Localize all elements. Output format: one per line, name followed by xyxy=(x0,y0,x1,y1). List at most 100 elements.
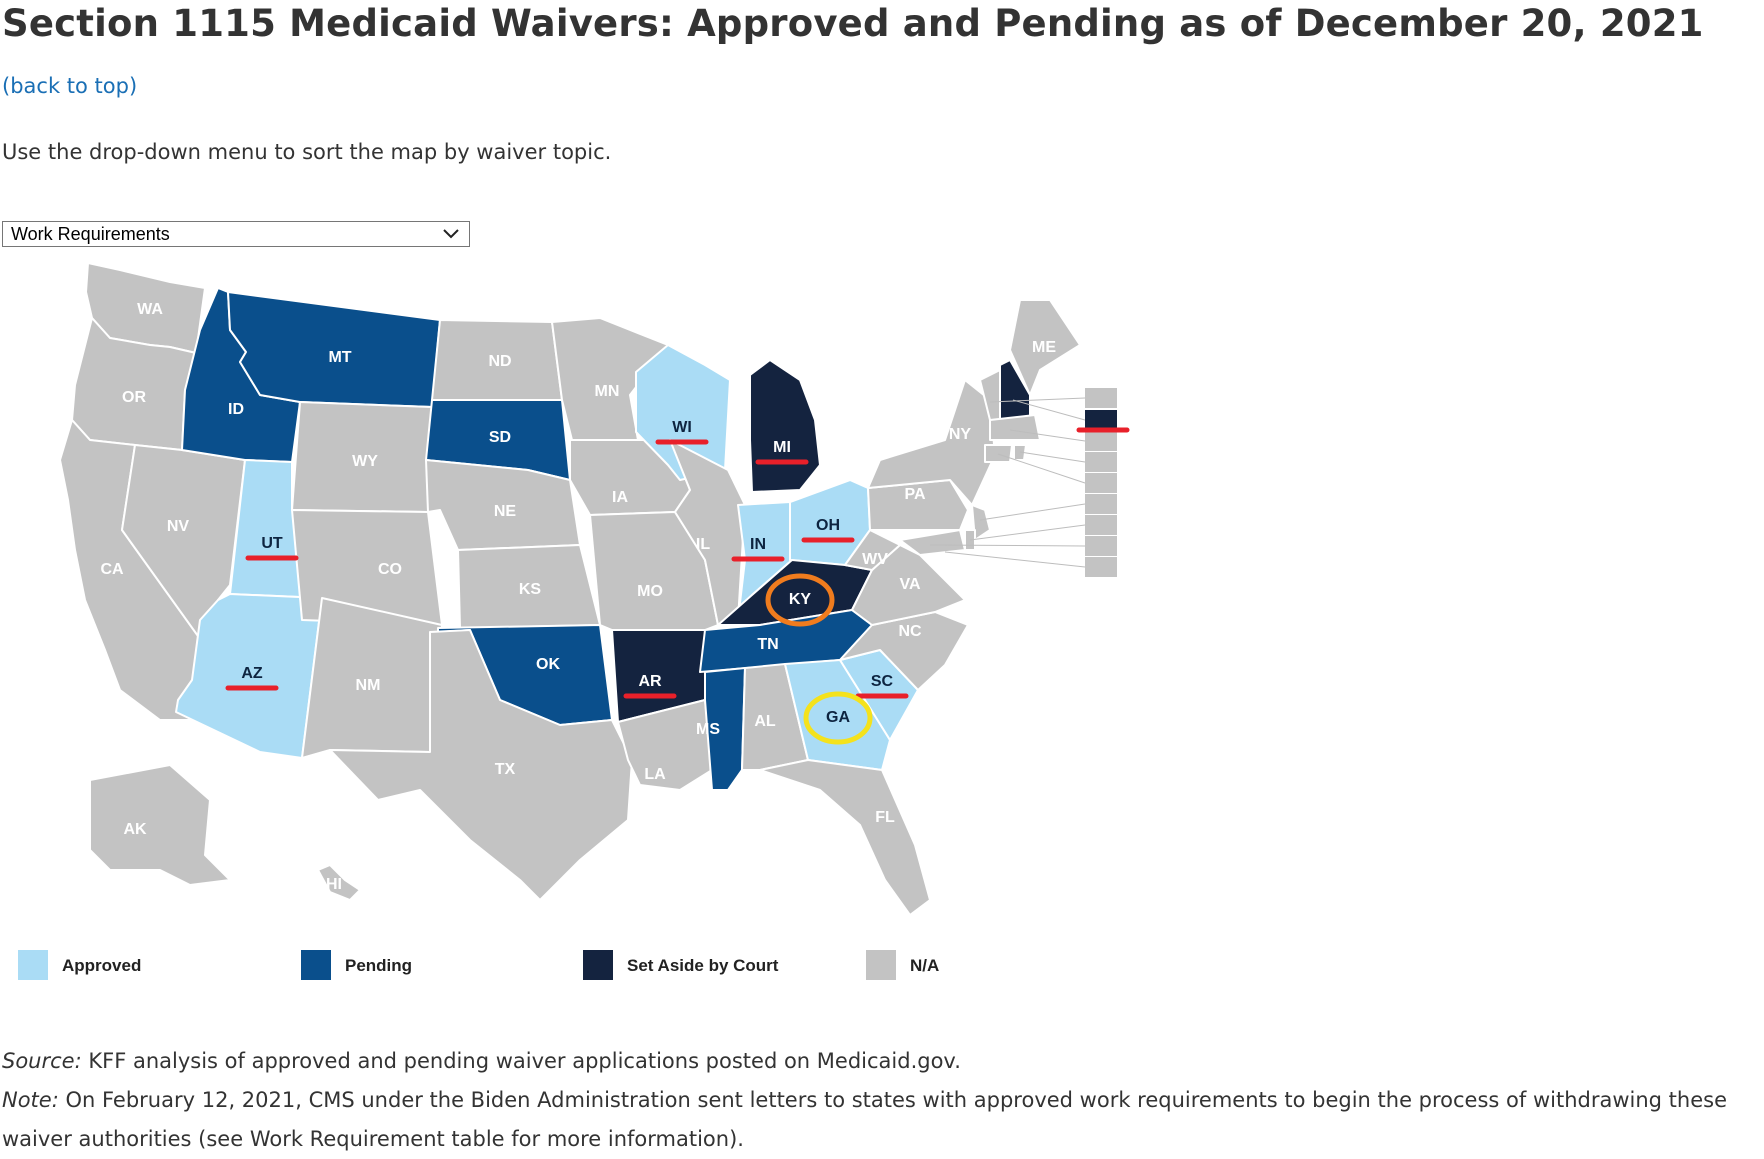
state-label-ca: CA xyxy=(100,561,124,578)
legend-label-na: N/A xyxy=(910,956,940,975)
state-label-ne: NE xyxy=(494,503,517,520)
state-label-wi: WI xyxy=(672,419,692,436)
note-text-block: Note: On February 12, 2021, CMS under th… xyxy=(2,1081,1762,1159)
callout-box-de[interactable] xyxy=(1085,515,1117,535)
state-hi[interactable] xyxy=(317,864,361,901)
legend-swatch-set-aside xyxy=(583,950,613,980)
annotations-layer xyxy=(225,427,1130,745)
state-label-sd: SD xyxy=(489,429,511,446)
state-ma[interactable] xyxy=(989,414,1041,441)
footnotes: Source: KFF analysis of approved and pen… xyxy=(2,1042,1762,1159)
state-label-nd: ND xyxy=(488,353,511,370)
callout-box-nh[interactable] xyxy=(1085,410,1117,430)
state-label-ks: KS xyxy=(519,581,542,598)
page-title: Section 1115 Medicaid Waivers: Approved … xyxy=(2,2,1704,45)
northeast-callouts xyxy=(929,388,1117,577)
state-tx[interactable] xyxy=(329,629,633,901)
state-label-tn: TN xyxy=(757,636,778,653)
callout-box-vt[interactable] xyxy=(1085,388,1117,408)
state-ct[interactable] xyxy=(984,444,1013,463)
callout-line-ct xyxy=(997,453,1086,484)
legend-swatch-na xyxy=(866,950,896,980)
source-label: Source: xyxy=(2,1049,82,1073)
state-md[interactable] xyxy=(899,529,966,556)
state-label-wa: WA xyxy=(137,301,163,318)
state-wv[interactable] xyxy=(844,529,901,571)
state-label-la: LA xyxy=(644,766,666,783)
legend-swatch-pending xyxy=(301,950,331,980)
state-label-va: VA xyxy=(899,576,920,593)
callout-line-de xyxy=(969,524,1086,541)
state-label-or: OR xyxy=(122,389,146,406)
circle-annotation-ky xyxy=(765,573,835,627)
callout-line-nj xyxy=(979,503,1086,521)
legend-swatch-approved xyxy=(18,950,48,980)
state-ga[interactable] xyxy=(784,659,891,771)
state-label-in: IN xyxy=(750,536,766,553)
state-label-nc: NC xyxy=(898,623,922,640)
note-text: On February 12, 2021, CMS under the Bide… xyxy=(2,1088,1727,1151)
legend-label-pending: Pending xyxy=(345,956,413,975)
state-label-oh: OH xyxy=(816,517,840,534)
callout-box-nj[interactable] xyxy=(1085,494,1117,514)
state-label-mt: MT xyxy=(328,349,351,366)
back-to-top-link[interactable]: (back to top) xyxy=(2,74,138,98)
state-label-mo: MO xyxy=(637,583,663,600)
state-fl[interactable] xyxy=(759,759,931,916)
state-label-wv: WV xyxy=(862,551,888,568)
state-label-ok: OK xyxy=(536,656,560,673)
state-label-hi: HI xyxy=(326,876,342,893)
state-label-ky: KY xyxy=(789,591,812,608)
chevron-down-icon xyxy=(443,229,459,239)
state-mi[interactable] xyxy=(749,359,821,493)
state-label-ia: IA xyxy=(612,489,628,506)
callout-box-ma[interactable] xyxy=(1085,431,1117,451)
state-label-ga: GA xyxy=(826,709,850,726)
state-labels-layer: WA OR CA NV ID MT WY UT AZ CO NM ND SD NE KS OK TX MN IA MO… xyxy=(100,301,1113,893)
state-label-ak: AK xyxy=(123,821,147,838)
state-label-al: AL xyxy=(754,713,776,730)
state-label-ar: AR xyxy=(638,673,662,690)
state-label-id: ID xyxy=(228,401,244,418)
state-label-mi: MI xyxy=(773,439,791,456)
state-ak[interactable] xyxy=(89,764,231,886)
callout-line-ri xyxy=(1019,451,1086,463)
state-label-ms: MS xyxy=(696,721,720,738)
source-note: Source: KFF analysis of approved and pen… xyxy=(2,1042,1762,1081)
state-label-ny: NY xyxy=(949,426,972,443)
callout-line-ma xyxy=(1009,429,1086,442)
callout-line-md xyxy=(929,544,1086,547)
note-label: Note: xyxy=(2,1088,59,1112)
callout-line-dc xyxy=(944,551,1086,568)
state-label-nm: NM xyxy=(356,677,381,694)
state-label-fl: FL xyxy=(875,809,895,826)
state-label-wy: WY xyxy=(352,453,378,470)
state-label-il: IL xyxy=(696,536,710,553)
state-label-me: ME xyxy=(1032,339,1056,356)
waiver-topic-selected-value: Work Requirements xyxy=(11,224,170,244)
callout-box-dc[interactable] xyxy=(1085,557,1117,577)
state-label-pa: PA xyxy=(904,486,925,503)
state-label-mn: MN xyxy=(595,383,620,400)
circle-annotation-ga xyxy=(803,691,873,745)
waiver-topic-select[interactable]: Work Requirements xyxy=(2,221,470,247)
states-layer xyxy=(59,262,1081,916)
callout-box-md[interactable] xyxy=(1085,536,1117,556)
state-label-ut: UT xyxy=(261,535,283,552)
callout-line-vt xyxy=(989,397,1086,403)
state-label-sc: SC xyxy=(871,673,894,690)
state-label-tx: TX xyxy=(495,761,516,778)
us-state-map: WA OR CA NV ID MT WY UT AZ CO NM ND SD NE KS OK TX MN IA MO… xyxy=(59,262,1130,916)
callout-box-ct[interactable] xyxy=(1085,473,1117,493)
callout-line-nh xyxy=(1012,399,1086,421)
state-label-co: CO xyxy=(378,561,402,578)
source-text: KFF analysis of approved and pending wai… xyxy=(81,1049,961,1073)
instructions-text: Use the drop-down menu to sort the map b… xyxy=(2,140,612,164)
state-nj[interactable] xyxy=(971,504,991,541)
state-label-nv: NV xyxy=(167,518,190,535)
callout-box-ri[interactable] xyxy=(1085,452,1117,472)
legend-label-set-aside: Set Aside by Court xyxy=(627,956,779,975)
state-mn[interactable] xyxy=(551,317,669,441)
legend-label-approved: Approved xyxy=(62,956,142,975)
state-label-az: AZ xyxy=(241,665,263,682)
